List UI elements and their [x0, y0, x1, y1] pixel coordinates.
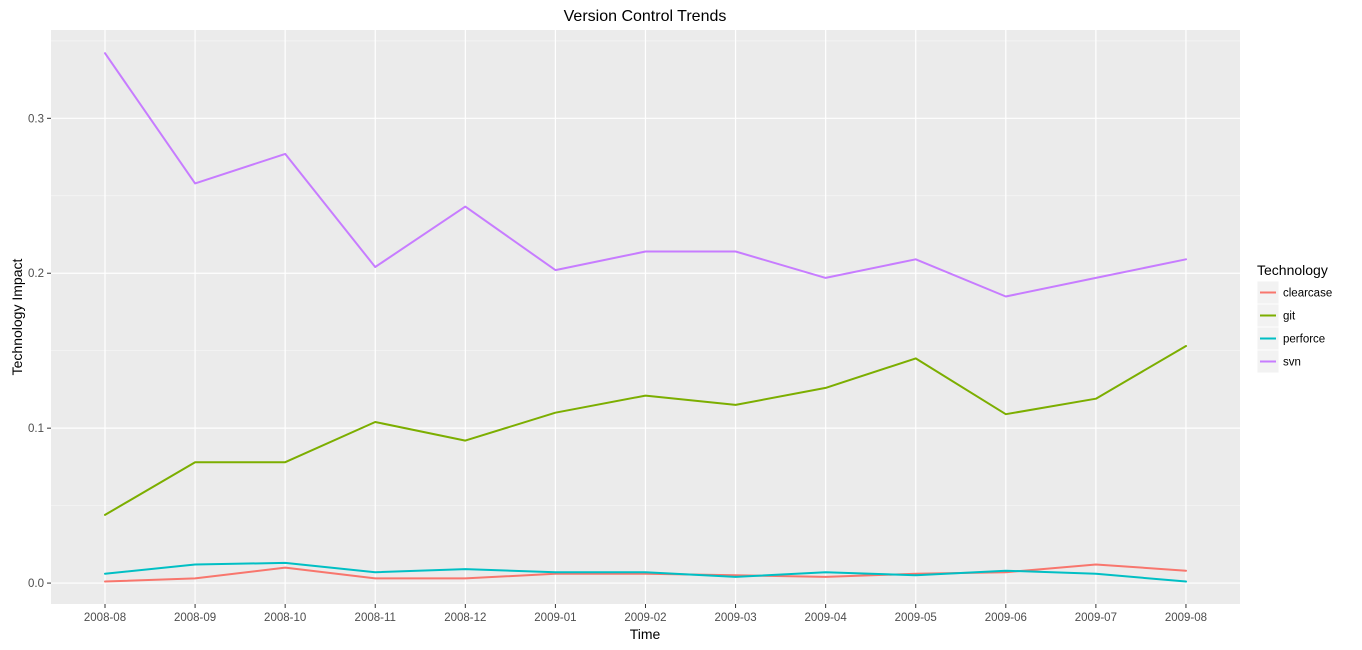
- legend-label-perforce: perforce: [1283, 334, 1325, 346]
- x-tick-label: 2008-09: [174, 612, 216, 624]
- x-tick-label: 2009-04: [805, 612, 848, 624]
- x-tick-label: 2009-07: [1075, 612, 1117, 624]
- y-tick-label: 0.0: [28, 578, 44, 590]
- chart-title: Version Control Trends: [564, 8, 727, 25]
- series-line-perforce: [104, 561, 1187, 583]
- x-tick-label: 2008-10: [264, 612, 306, 624]
- legend-title: Technology: [1257, 262, 1328, 278]
- x-tick-label: 2009-02: [624, 612, 666, 624]
- legend-label-clearcase: clearcase: [1283, 288, 1332, 300]
- x-axis: 2008-08 2008-09 2008-10 2008-11 2008-12 2009-…: [84, 604, 1207, 624]
- y-tick-label: 0.2: [28, 268, 44, 280]
- y-tick-label: 0.1: [28, 423, 44, 435]
- x-axis-title: Time: [630, 626, 661, 642]
- series-line-clearcase: [104, 563, 1187, 583]
- series-line-svn: [104, 52, 1187, 298]
- y-tick-label: 0.3: [28, 113, 44, 125]
- y-axis-title: Technology Impact: [9, 259, 25, 376]
- legend-label-git: git: [1283, 311, 1296, 323]
- series-lines: [104, 52, 1187, 583]
- legend-label-svn: svn: [1283, 357, 1301, 369]
- x-tick-label: 2009-01: [534, 612, 576, 624]
- x-tick-label: 2009-03: [714, 612, 756, 624]
- series-line-git: [104, 345, 1187, 516]
- x-tick-label: 2009-06: [985, 612, 1027, 624]
- x-tick-label: 2009-08: [1165, 612, 1207, 624]
- x-tick-label: 2008-12: [444, 612, 486, 624]
- x-tick-label: 2009-05: [895, 612, 937, 624]
- y-axis: 0.0 0.1 0.2 0.3: [28, 113, 51, 590]
- x-tick-label: 2008-08: [84, 612, 126, 624]
- x-tick-label: 2008-11: [355, 612, 396, 624]
- legend: Technology clearcase git perforce svn: [1256, 262, 1332, 374]
- major-gridlines: [51, 30, 1240, 604]
